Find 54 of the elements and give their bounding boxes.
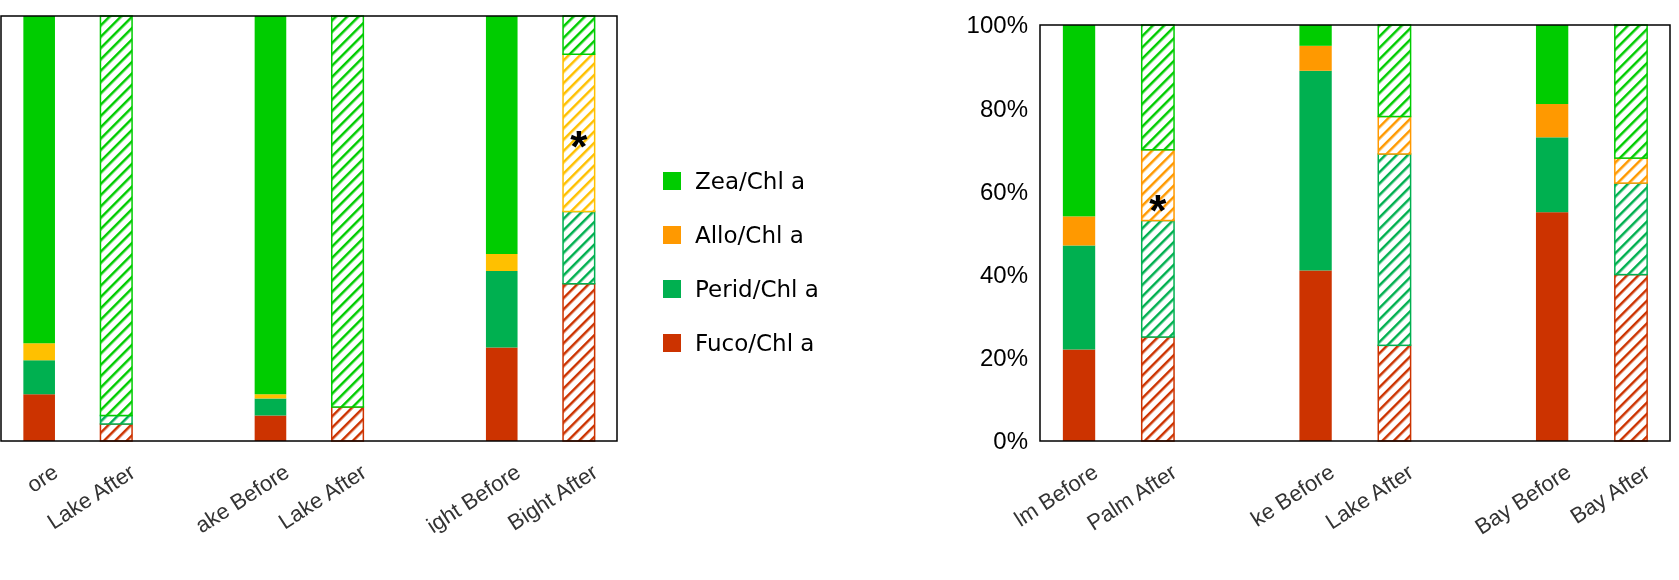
bar: [1614, 24, 1648, 159]
bar: [1299, 25, 1332, 46]
legend-label: Fuco/Chl a: [695, 330, 815, 357]
bar: [1062, 245, 1096, 350]
bar: [1377, 344, 1412, 442]
bar: [485, 347, 518, 441]
bar: [1140, 219, 1175, 338]
bar: [23, 394, 55, 441]
y-tick-label: 20%: [979, 344, 1028, 372]
bar: [1140, 336, 1175, 442]
legend-label: Perid/Chl a: [695, 276, 819, 303]
bar: [1614, 157, 1648, 184]
x-tick-label: ore: [21, 459, 63, 498]
bar: [1140, 24, 1175, 151]
bar: [562, 53, 596, 213]
bar: [485, 271, 518, 348]
bar: [1062, 349, 1096, 441]
bar: [254, 394, 287, 399]
bar: [330, 406, 365, 442]
bar: [1614, 273, 1648, 442]
legend-label: Zea/Chl a: [695, 168, 806, 195]
bar: [1535, 104, 1569, 138]
bar: [485, 16, 518, 254]
bar: [23, 343, 55, 361]
bar: [562, 210, 596, 285]
bar: [1062, 216, 1096, 246]
y-tick-label: 80%: [979, 94, 1028, 122]
bar: [1377, 115, 1412, 155]
bar: [1535, 137, 1569, 213]
bar: [562, 15, 596, 55]
y-tick-label: 60%: [979, 177, 1028, 205]
bar: [1535, 212, 1569, 441]
bar: [1377, 24, 1412, 118]
bar: [99, 414, 133, 425]
y-tick-label: 100%: [966, 11, 1028, 39]
bar: [562, 283, 596, 442]
bar: [254, 415, 287, 441]
y-tick-label: 40%: [979, 261, 1028, 288]
bar: [1299, 270, 1332, 441]
bar: [1535, 25, 1569, 105]
bar: [99, 15, 133, 417]
bar: [23, 16, 55, 344]
bar: [254, 16, 287, 395]
bar: [23, 360, 55, 395]
legend-label: Allo/Chl a: [695, 222, 804, 249]
bar: [1299, 70, 1332, 271]
bar: [485, 254, 518, 271]
bar: [254, 398, 287, 416]
bar: [1377, 153, 1412, 347]
bar: [1062, 25, 1096, 217]
bar: [330, 15, 365, 408]
bar: [1614, 182, 1648, 276]
bar: [1299, 45, 1332, 71]
y-tick-label: 0%: [993, 427, 1028, 455]
